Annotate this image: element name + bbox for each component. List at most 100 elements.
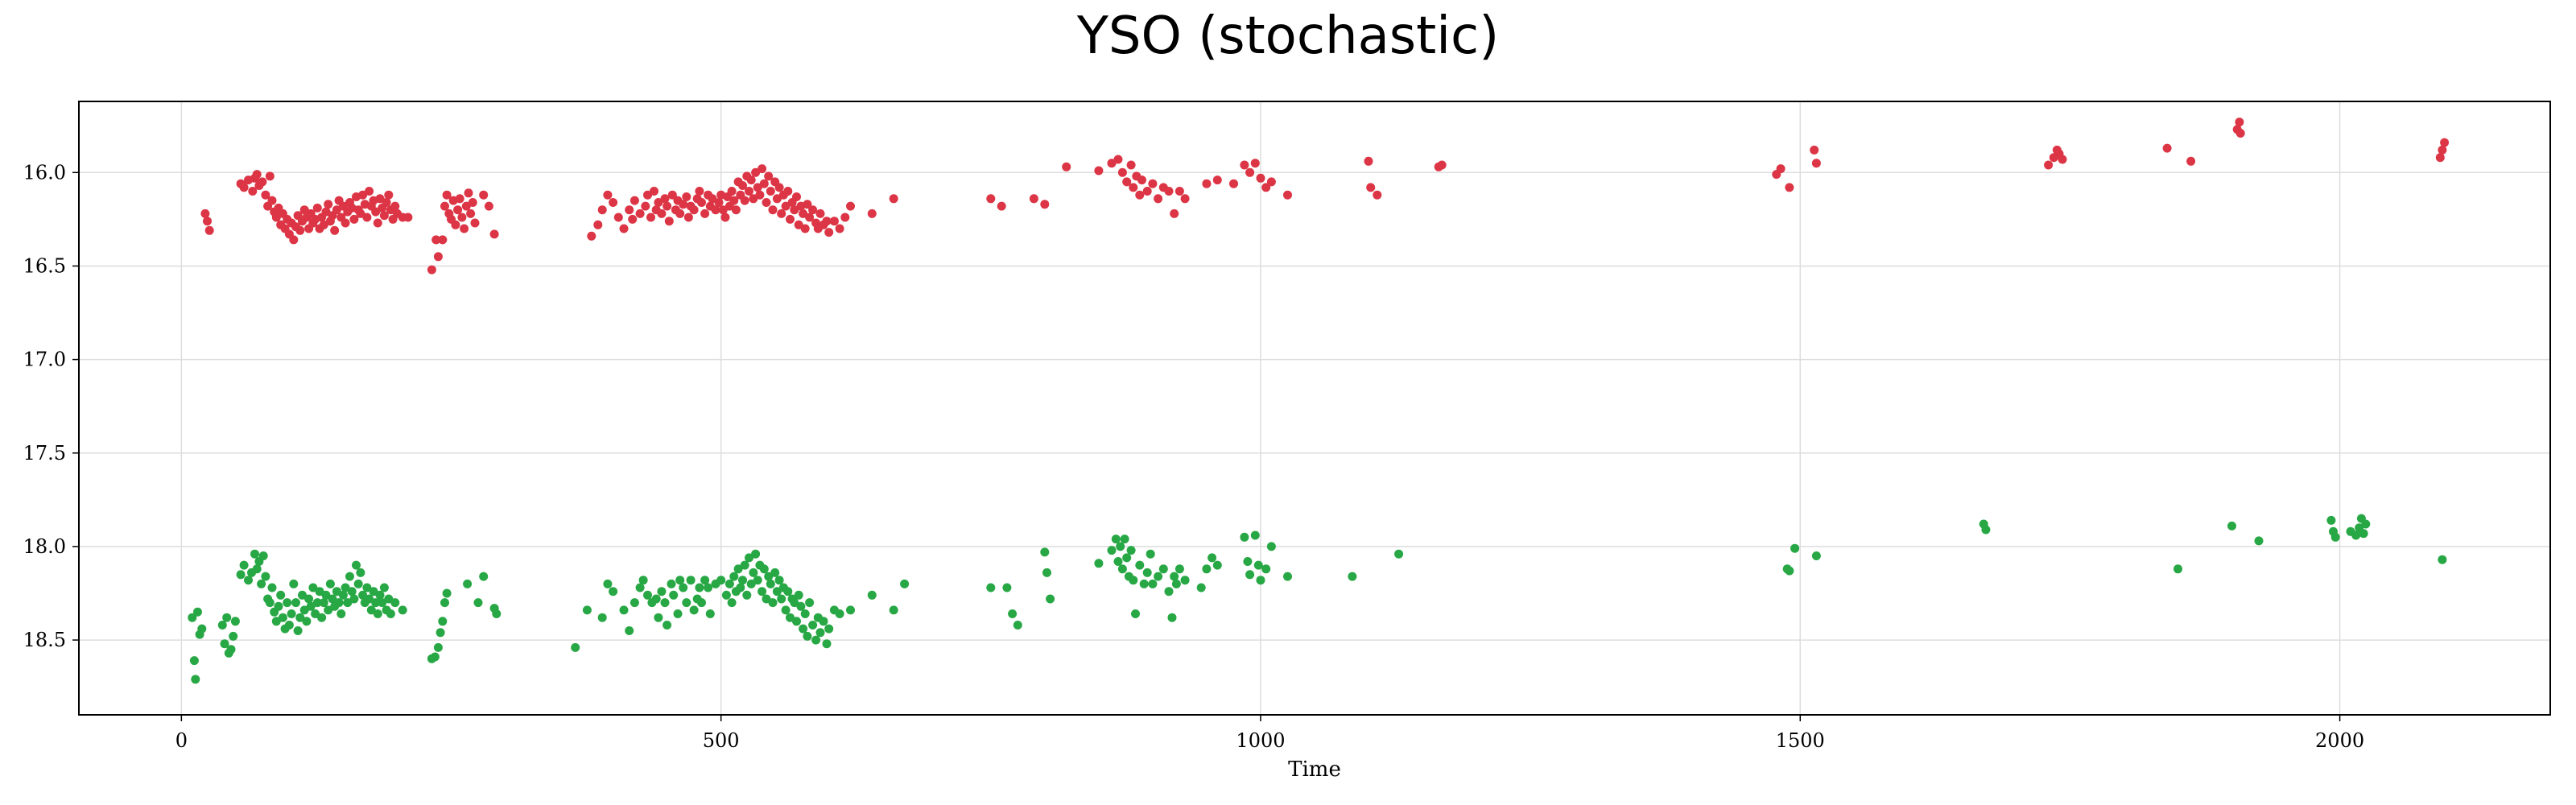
scatter-point-series-1 bbox=[835, 224, 844, 233]
scatter-point-series-2 bbox=[1256, 576, 1265, 585]
scatter-point-series-2 bbox=[353, 579, 363, 588]
scatter-point-series-2 bbox=[772, 587, 782, 597]
scatter-point-series-1 bbox=[1040, 200, 1050, 209]
scatter-point-series-1 bbox=[740, 196, 749, 205]
scatter-point-series-2 bbox=[267, 583, 277, 592]
scatter-point-series-2 bbox=[371, 598, 381, 608]
scatter-point-series-1 bbox=[1202, 179, 1212, 188]
scatter-point-series-2 bbox=[1116, 542, 1125, 551]
scatter-point-series-1 bbox=[777, 208, 786, 218]
scatter-point-series-2 bbox=[2330, 532, 2340, 542]
scatter-point-series-1 bbox=[646, 213, 655, 222]
scatter-point-series-1 bbox=[738, 181, 747, 190]
y-tick-label: 17.0 bbox=[23, 349, 66, 371]
scatter-point-series-2 bbox=[473, 598, 483, 608]
scatter-point-series-2 bbox=[315, 587, 324, 597]
scatter-point-series-1 bbox=[729, 196, 739, 205]
scatter-point-series-2 bbox=[768, 598, 778, 608]
scatter-point-series-2 bbox=[1167, 613, 1177, 622]
chart-title: YSO (stochastic) bbox=[1076, 6, 1500, 66]
scatter-point-series-2 bbox=[682, 598, 691, 608]
scatter-point-series-1 bbox=[714, 198, 724, 207]
scatter-point-series-1 bbox=[358, 190, 368, 200]
scatter-point-series-1 bbox=[654, 198, 663, 207]
scatter-point-series-1 bbox=[203, 217, 212, 226]
scatter-point-series-1 bbox=[1266, 177, 1276, 187]
grid bbox=[79, 101, 2550, 715]
scatter-point-series-2 bbox=[1202, 564, 1212, 574]
scatter-point-series-1 bbox=[587, 231, 597, 241]
scatter-point-series-1 bbox=[457, 213, 467, 222]
scatter-point-series-2 bbox=[373, 609, 382, 618]
scatter-point-series-2 bbox=[1094, 559, 1104, 568]
scatter-point-series-1 bbox=[2186, 156, 2196, 166]
scatter-point-series-1 bbox=[453, 205, 463, 215]
scatter-point-series-2 bbox=[324, 605, 333, 615]
scatter-point-series-1 bbox=[650, 187, 658, 196]
scatter-point-series-1 bbox=[379, 211, 389, 221]
scatter-point-series-1 bbox=[762, 198, 771, 207]
scatter-point-series-1 bbox=[1373, 190, 1382, 200]
scatter-point-series-2 bbox=[298, 590, 307, 600]
scatter-point-series-2 bbox=[733, 564, 743, 574]
scatter-point-series-2 bbox=[239, 560, 249, 570]
scatter-point-series-1 bbox=[746, 175, 756, 185]
scatter-point-series-2 bbox=[704, 583, 713, 592]
scatter-point-series-1 bbox=[479, 190, 489, 200]
scatter-point-series-2 bbox=[274, 601, 283, 611]
scatter-point-series-1 bbox=[438, 235, 448, 245]
scatter-point-series-1 bbox=[2235, 129, 2245, 138]
scatter-point-series-2 bbox=[492, 609, 502, 618]
scatter-point-series-2 bbox=[1171, 579, 1181, 588]
scatter-point-series-1 bbox=[619, 224, 629, 233]
scatter-point-series-2 bbox=[328, 594, 337, 604]
scatter-point-series-2 bbox=[582, 605, 592, 615]
scatter-point-series-2 bbox=[815, 628, 825, 638]
scatter-point-series-1 bbox=[1062, 162, 1071, 171]
scatter-point-series-1 bbox=[1107, 159, 1117, 168]
scatter-point-series-2 bbox=[766, 579, 775, 588]
scatter-point-series-1 bbox=[683, 213, 693, 222]
scatter-point-series-2 bbox=[1113, 557, 1123, 566]
scatter-point-series-2 bbox=[630, 598, 639, 608]
scatter-point-series-1 bbox=[295, 225, 305, 235]
scatter-point-series-1 bbox=[265, 171, 275, 181]
scatter-point-series-2 bbox=[188, 613, 197, 622]
scatter-point-series-1 bbox=[753, 183, 762, 192]
scatter-point-series-2 bbox=[1261, 564, 1271, 574]
scatter-point-series-1 bbox=[781, 201, 791, 211]
scatter-point-series-2 bbox=[1245, 570, 1255, 580]
scatter-point-series-1 bbox=[799, 208, 808, 218]
scatter-point-series-1 bbox=[267, 196, 277, 205]
scatter-point-series-2 bbox=[1040, 547, 1050, 557]
scatter-point-series-2 bbox=[463, 579, 473, 588]
scatter-point-series-1 bbox=[657, 208, 667, 218]
scatter-point-series-2 bbox=[384, 594, 394, 604]
scatter-point-series-2 bbox=[786, 613, 795, 622]
scatter-point-series-2 bbox=[244, 576, 253, 585]
scatter-point-series-1 bbox=[660, 194, 670, 204]
scatter-point-series-1 bbox=[2235, 118, 2244, 127]
scatter-point-series-1 bbox=[718, 205, 728, 215]
scatter-point-series-1 bbox=[248, 187, 258, 196]
scatter-point-series-2 bbox=[705, 609, 715, 618]
scatter-point-series-2 bbox=[800, 609, 810, 618]
scatter-point-series-2 bbox=[2438, 555, 2447, 564]
scatter-point-series-1 bbox=[1135, 190, 1145, 200]
scatter-point-series-1 bbox=[1154, 194, 1163, 204]
scatter-point-series-2 bbox=[1142, 568, 1152, 577]
scatter-point-series-1 bbox=[2438, 145, 2447, 155]
scatter-point-series-1 bbox=[427, 265, 436, 275]
scatter-point-series-2 bbox=[430, 652, 440, 662]
scatter-point-series-1 bbox=[1283, 190, 1292, 200]
scatter-point-series-2 bbox=[805, 598, 815, 608]
scatter-point-series-1 bbox=[384, 190, 394, 200]
scatter-point-series-2 bbox=[1790, 543, 1800, 553]
scatter-point-series-1 bbox=[2162, 143, 2172, 153]
scatter-point-series-2 bbox=[762, 594, 771, 604]
scatter-point-series-1 bbox=[1366, 183, 1376, 192]
scatter-point-series-2 bbox=[1126, 546, 1136, 555]
scatter-point-series-2 bbox=[341, 583, 350, 592]
scatter-point-series-1 bbox=[731, 205, 741, 215]
scatter-point-series-1 bbox=[252, 170, 262, 180]
